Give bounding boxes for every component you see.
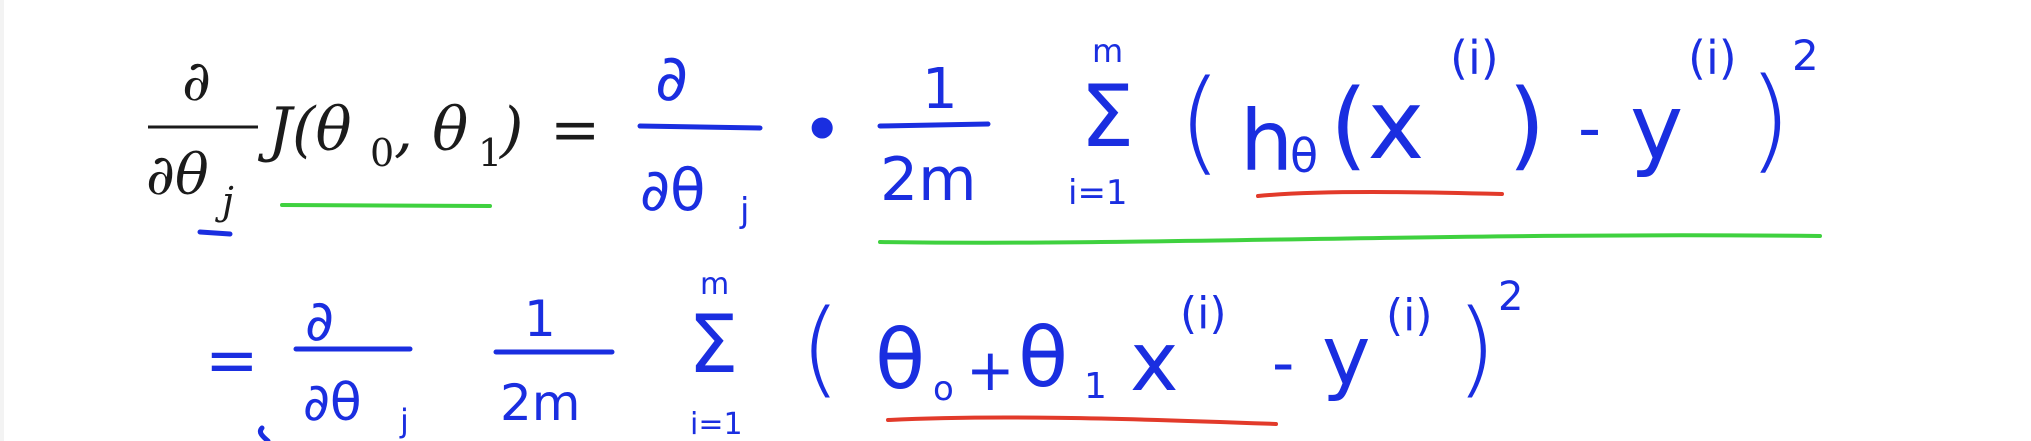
l1-h-sub: θ bbox=[1290, 129, 1318, 183]
handwritten-line-1: ∂ ∂θ j • 1 2m m Σ i=1 ( h θ (x (i) ) - y… bbox=[637, 31, 1819, 231]
l2-plus: + bbox=[966, 336, 1015, 404]
l1-sum-bottom: i=1 bbox=[1068, 173, 1128, 213]
theta-j-underline bbox=[197, 229, 233, 237]
l1-partial: ∂ bbox=[655, 42, 688, 116]
lhs-equals: = bbox=[550, 95, 600, 165]
l2-two-m: 2m bbox=[500, 374, 581, 432]
l1-y-sup: (i) bbox=[1688, 31, 1737, 85]
l1-h: h bbox=[1240, 92, 1293, 190]
l1-fraction-bar-2 bbox=[877, 121, 991, 129]
l1-close-x: ) bbox=[1508, 69, 1545, 181]
l1-one: 1 bbox=[922, 57, 958, 122]
lhs-sub0: 0 bbox=[370, 131, 394, 175]
l2-open: ( bbox=[800, 287, 841, 409]
lhs-close: ) bbox=[498, 95, 523, 165]
l2-red-underline bbox=[886, 415, 1278, 426]
lhs-partial-numerator: ∂ bbox=[182, 49, 211, 114]
l2-theta1: θ bbox=[1018, 311, 1068, 406]
l1-green-underline bbox=[878, 233, 1822, 245]
l1-open: ( bbox=[1178, 57, 1222, 187]
l1-dot: • bbox=[803, 95, 841, 165]
l2-theta0-sub: o bbox=[933, 369, 954, 409]
lhs-partial-denominator: ∂θ bbox=[146, 143, 209, 208]
l1-close: ) bbox=[1748, 55, 1792, 185]
lhs-comma: , θ bbox=[394, 95, 468, 165]
l1-square: 2 bbox=[1792, 31, 1819, 80]
l2-sum: Σ bbox=[688, 298, 739, 391]
l1-x: (x bbox=[1330, 69, 1424, 181]
l1-minus: - bbox=[1578, 92, 1601, 166]
handwritten-line-2: = ∂ ∂θ j 1 2m m Σ i=1 ( θ o + θ 1 x (i) … bbox=[205, 267, 1523, 441]
l2-one: 1 bbox=[524, 290, 556, 348]
lhs-subscript-j: j bbox=[215, 179, 234, 223]
l1-fraction-bar bbox=[637, 123, 763, 131]
l2-square: 2 bbox=[1498, 274, 1523, 320]
l2-x-sup: (i) bbox=[1180, 288, 1227, 339]
l1-x-sup: (i) bbox=[1450, 31, 1499, 85]
l2-x: x bbox=[1130, 315, 1179, 410]
l1-sum: Σ bbox=[1080, 67, 1134, 167]
l2-theta0: θ bbox=[875, 313, 925, 408]
lhs-function: J(θ bbox=[257, 95, 352, 165]
l2-equals: = bbox=[205, 324, 259, 398]
l1-y: y bbox=[1630, 75, 1683, 180]
l2-y: y bbox=[1322, 309, 1371, 404]
l1-partial-den: ∂θ bbox=[640, 156, 705, 224]
l2-partial: ∂ bbox=[305, 289, 334, 354]
lhs-sub1: 1 bbox=[478, 131, 502, 175]
l2-sub-j: j bbox=[399, 402, 409, 440]
l1-sum-top: m bbox=[1092, 32, 1123, 70]
l2-theta1-sub: 1 bbox=[1084, 366, 1107, 407]
l2-y-sup: (i) bbox=[1386, 290, 1433, 341]
l1-two-m: 2m bbox=[880, 145, 977, 215]
l1-sub-j: j bbox=[739, 191, 749, 231]
l2-sum-bottom: i=1 bbox=[690, 407, 743, 441]
l2-close: ) bbox=[1456, 287, 1497, 409]
l2-partial-den: ∂θ bbox=[303, 373, 362, 433]
cutoff-stroke bbox=[257, 425, 271, 441]
l1-red-underline bbox=[1256, 190, 1504, 198]
l2-sum-top: m bbox=[700, 267, 729, 302]
lhs-underline-green bbox=[280, 203, 492, 208]
typeset-lhs: ∂ ∂θ j J(θ 0 , θ 1 ) = bbox=[146, 49, 600, 223]
l2-minus: - bbox=[1272, 326, 1294, 399]
frame-edge bbox=[0, 0, 4, 441]
